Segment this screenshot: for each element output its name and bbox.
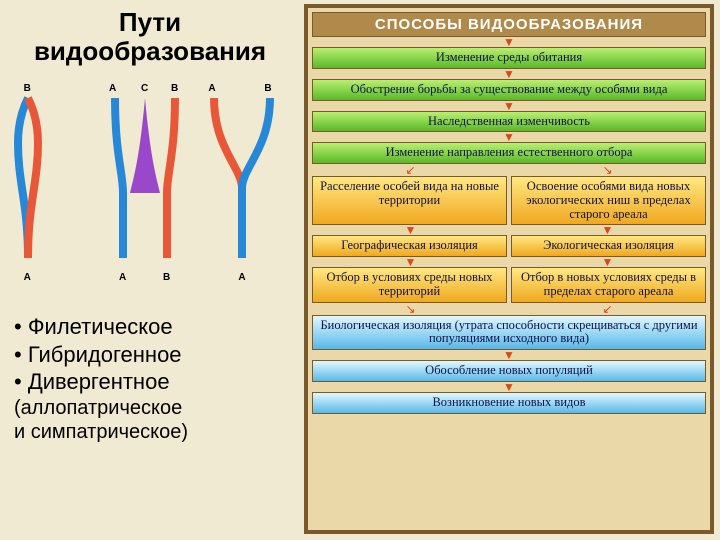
label-bot: А <box>24 272 31 283</box>
flow-box: Биологическая изоляция (утрата способнос… <box>312 315 706 351</box>
label-bot: А <box>238 272 245 283</box>
phyletic-svg <box>8 83 48 273</box>
bullet-2: • Гибридогенное <box>14 341 296 369</box>
merge-arrows: ↘↙ <box>312 303 706 315</box>
flow-box: Изменение среды обитания <box>312 47 706 69</box>
split-arrows: ↙↘ <box>312 164 706 176</box>
split-arrows: ▼▼ <box>312 257 706 267</box>
sub-1: (аллопатрическое <box>14 396 296 420</box>
label-top: В <box>171 83 178 94</box>
bullet-3: • Дивергентное <box>14 368 296 396</box>
flow-split: Отбор в условиях среды новых территорий … <box>312 267 706 303</box>
diagram-phyletic: В А <box>8 83 98 283</box>
page-title: Пути видообразования <box>4 8 296 65</box>
flow-box: Обособление новых популяций <box>312 360 706 382</box>
label-top: А <box>208 83 215 94</box>
flow-split: Географическая изоляция Экологическая из… <box>312 235 706 257</box>
bullet-1: • Филетическое <box>14 313 296 341</box>
flow-box-right: Экологическая изоляция <box>511 235 706 257</box>
label-bot: В <box>163 272 170 283</box>
label-top: А <box>109 83 116 94</box>
flowchart-panel: СПОСОБЫ ВИДООБРАЗОВАНИЯ ▼ Изменение сред… <box>304 4 714 534</box>
bullet-list: • Филетическое • Гибридогенное • Диверге… <box>4 313 296 444</box>
divergent-svg <box>202 83 282 273</box>
left-panel: Пути видообразования В А А С В А В А <box>0 0 300 540</box>
diagram-hybrid: А С В А В <box>105 83 195 283</box>
label-top: В <box>24 83 31 94</box>
diagram-row: В А А С В А В А В А <box>4 83 296 283</box>
title-line1: Пути <box>4 8 296 37</box>
flow-box: Наследственная изменчивость <box>312 111 706 133</box>
flow-split: Расселение особей вида на новые территор… <box>312 176 706 225</box>
title-line2: видообразования <box>4 37 296 66</box>
diagram-divergent: А В А <box>202 83 292 283</box>
split-arrows: ▼▼ <box>312 225 706 235</box>
flow-box-left: Расселение особей вида на новые территор… <box>312 176 507 225</box>
flow-box: Обострение борьбы за существование между… <box>312 79 706 101</box>
flow-box-right: Освоение особями вида новых экологически… <box>511 176 706 225</box>
flow-box-left: Географическая изоляция <box>312 235 507 257</box>
label-bot: А <box>119 272 126 283</box>
hybrid-svg <box>105 83 185 273</box>
flow-box-left: Отбор в условиях среды новых территорий <box>312 267 507 303</box>
label-top: В <box>264 83 271 94</box>
label-top: С <box>141 83 148 94</box>
flow-box-right: Отбор в новых условиях среды в пределах … <box>511 267 706 303</box>
flow-title: СПОСОБЫ ВИДООБРАЗОВАНИЯ <box>312 12 706 37</box>
flow-box: Изменение направления естественного отбо… <box>312 142 706 164</box>
sub-2: и симпатрическое) <box>14 420 296 444</box>
flow-box: Возникновение новых видов <box>312 392 706 414</box>
